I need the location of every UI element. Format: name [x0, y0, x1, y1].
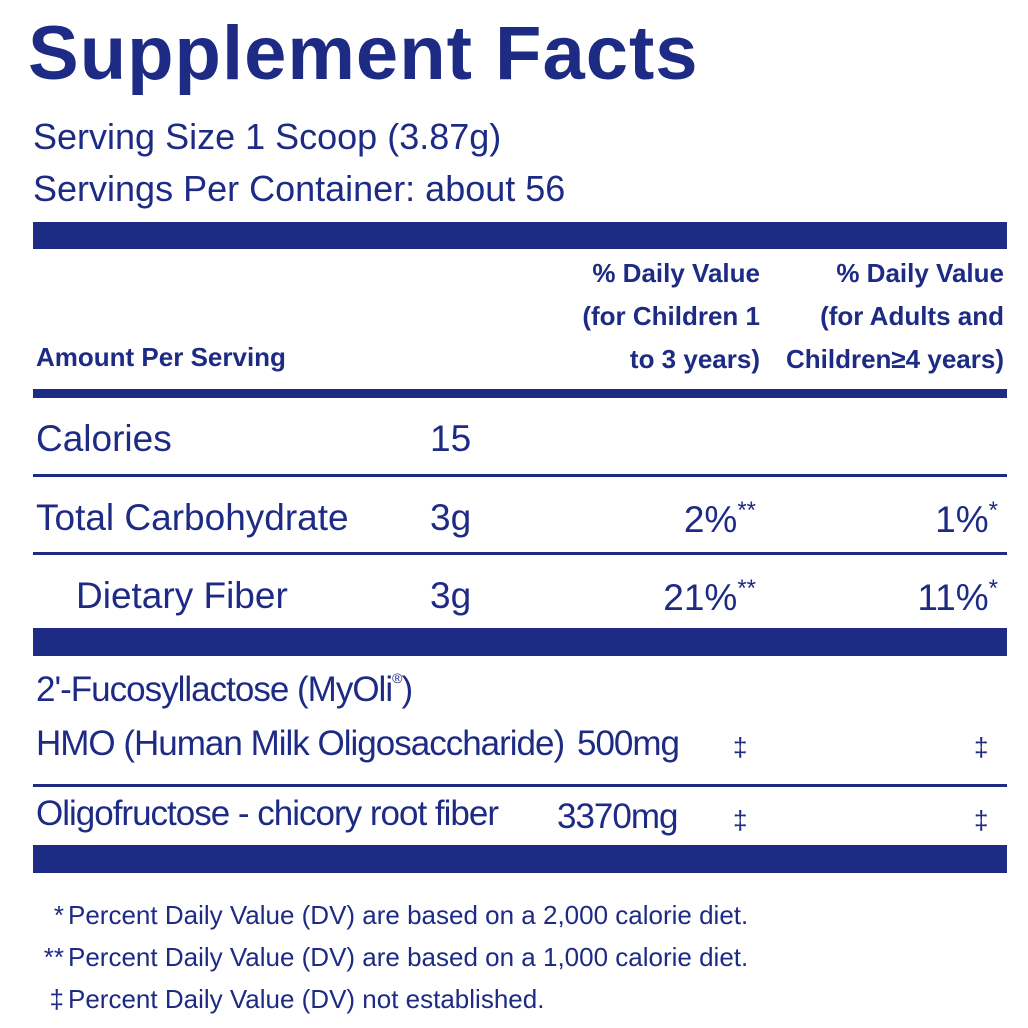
row-amount: 3g: [430, 575, 472, 616]
row-dv-adults: 11%*: [917, 575, 998, 619]
footnote: ** Percent Daily Value (DV) are based on …: [36, 942, 748, 973]
row-name: Dietary Fiber: [76, 575, 288, 616]
divider: [33, 552, 1007, 555]
divider: [33, 474, 1007, 477]
row-dv-children: 21%**: [663, 575, 756, 619]
row-name: Calories: [36, 418, 172, 459]
footnote: * Percent Daily Value (DV) are based on a…: [36, 900, 748, 931]
ingredient-dv-adults: ‡: [974, 805, 989, 835]
ingredient-dv-children: ‡: [733, 732, 748, 762]
dv-value: 21%: [663, 577, 738, 618]
row-dv-adults: 1%*: [935, 497, 998, 541]
divider: [33, 628, 1007, 656]
footnote-symbol: *: [53, 900, 64, 930]
row-amount: 15: [430, 418, 472, 459]
footnote-text: Percent Daily Value (DV) not established…: [68, 984, 545, 1014]
divider: [33, 784, 1007, 787]
row-dv-children: 2%**: [684, 497, 756, 541]
ingredient-amount: 500mg: [577, 724, 680, 763]
dv-value: 2%: [683, 499, 738, 540]
ingredient-dv-adults: ‡: [974, 732, 989, 762]
servings-per-container: Servings Per Container: about 56: [33, 168, 566, 209]
divider: [33, 845, 1007, 873]
ingredient-name: 2'-Fucosyllactose (MyOli®): [36, 670, 413, 710]
header-line: to 3 years): [629, 344, 760, 374]
amount-header: Amount Per Serving: [36, 342, 286, 372]
dv-mark: **: [737, 497, 756, 524]
footnote-text: Percent Daily Value (DV) are based on a …: [68, 900, 749, 930]
serving-size: Serving Size 1 Scoop (3.87g): [33, 116, 502, 157]
dv-children-header: % Daily Value (for Children 1 to 3 years…: [582, 252, 760, 381]
dv-value: 1%: [935, 499, 989, 540]
header-line: % Daily Value: [592, 258, 760, 288]
footnote-symbol: ‡: [49, 984, 64, 1014]
ingredient-amount: 3370mg: [557, 797, 678, 836]
header-line: (for Adults and: [820, 301, 1004, 331]
name-text: 2'-Fucosyllactose (MyOli: [36, 670, 393, 709]
footnote: ‡ Percent Daily Value (DV) not establishe…: [36, 984, 545, 1015]
dv-mark: *: [988, 575, 998, 602]
name-text: ): [401, 670, 413, 709]
divider: [33, 389, 1007, 398]
row-name: Total Carbohydrate: [36, 497, 349, 538]
footnote-symbol: **: [43, 942, 64, 972]
header-line: Children≥4 years): [785, 344, 1004, 374]
row-amount: 3g: [430, 497, 472, 538]
ingredient-name-line2: HMO (Human Milk Oligosaccharide): [36, 724, 565, 763]
ingredient-name: Oligofructose - chicory root fiber: [36, 794, 499, 833]
header-line: (for Children 1: [582, 301, 760, 331]
dv-mark: **: [737, 575, 756, 602]
header-line: % Daily Value: [836, 258, 1004, 288]
registered-mark: ®: [392, 670, 402, 686]
divider: [33, 222, 1007, 249]
title: Supplement Facts: [28, 11, 699, 96]
dv-value: 11%: [917, 577, 989, 618]
dv-mark: *: [988, 497, 998, 524]
dv-adults-header: % Daily Value (for Adults and Children≥4…: [786, 252, 1004, 381]
footnote-text: Percent Daily Value (DV) are based on a …: [68, 942, 749, 972]
ingredient-dv-children: ‡: [733, 805, 748, 835]
